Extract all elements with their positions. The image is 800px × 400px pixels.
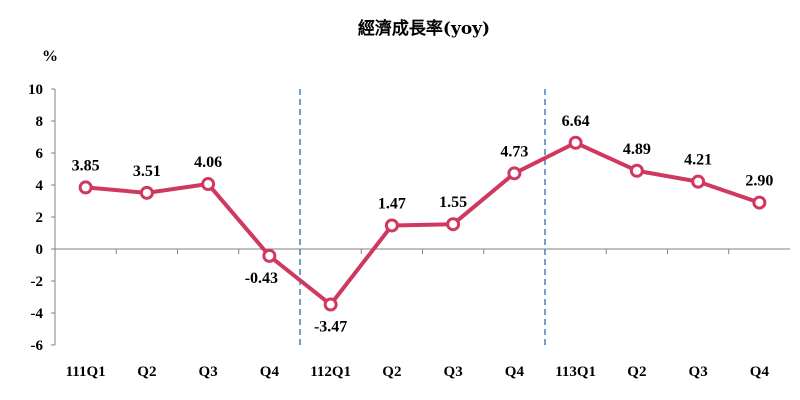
x-tick-label: Q2: [382, 364, 401, 380]
data-point: [323, 297, 338, 312]
data-point: [446, 217, 461, 232]
x-tick-label: Q4: [505, 364, 525, 380]
y-tick-labels: 10 8 6 4 2 0 -2 -4 -6: [28, 82, 44, 354]
data-label: 4.06: [194, 154, 222, 171]
y-tick-label: -6: [31, 338, 44, 354]
x-tick-label: Q4: [260, 364, 280, 380]
data-label: 4.21: [684, 152, 712, 169]
x-tick-labels: 111Q1 Q2 Q3 Q4 112Q1 Q2 Q3 Q4 113Q1 Q2 Q3 Q4: [66, 364, 770, 380]
y-tick-label: 8: [36, 114, 44, 130]
data-point: [78, 180, 93, 195]
x-tick-label: Q4: [750, 364, 770, 380]
x-tick-label: Q2: [627, 364, 646, 380]
x-tick-label: 111Q1: [66, 364, 106, 380]
y-tick-label: 10: [28, 82, 43, 98]
series-line: [83, 140, 762, 307]
x-tick-label: 113Q1: [555, 364, 596, 380]
period-separators: [299, 89, 546, 345]
data-label: 2.90: [745, 173, 773, 190]
y-tick-label: -2: [31, 274, 44, 290]
data-label: 4.89: [623, 141, 651, 158]
data-point: [139, 185, 154, 200]
data-label: 6.64: [562, 113, 590, 130]
data-point: [201, 177, 216, 192]
x-tick-label: Q3: [199, 364, 218, 380]
data-label: -0.43: [245, 270, 278, 287]
data-label: 3.85: [72, 157, 100, 174]
data-label: -3.47: [314, 319, 347, 336]
data-point: [262, 248, 277, 263]
y-axis-unit-label: %: [42, 48, 58, 65]
data-point: [507, 166, 522, 181]
x-tick-label: Q2: [137, 364, 156, 380]
x-tick-label: Q3: [444, 364, 463, 380]
y-tick-label: -4: [31, 306, 44, 322]
data-point: [752, 195, 767, 210]
y-tick-label: 4: [36, 178, 44, 194]
x-tick-label: Q3: [689, 364, 708, 380]
data-label: 1.55: [439, 194, 467, 211]
chart-title: 經濟成長率(yoy): [358, 18, 490, 39]
axes: [51, 88, 790, 346]
y-tick-label: 0: [36, 242, 44, 258]
data-point: [691, 174, 706, 189]
data-point: [568, 135, 583, 150]
y-tick-label: 2: [36, 210, 44, 226]
series-line-group: [78, 135, 767, 312]
data-label: 1.47: [378, 195, 406, 212]
y-tick-label: 6: [36, 146, 44, 162]
data-point: [384, 218, 399, 233]
data-label: 3.51: [133, 163, 161, 180]
data-labels: 3.85 3.51 4.06 -0.43 -3.47 1.47 1.55 4.73 6.64 4.…: [72, 113, 774, 336]
data-label: 4.73: [500, 143, 528, 160]
x-tick-label: 112Q1: [310, 364, 351, 380]
data-point: [629, 163, 644, 178]
